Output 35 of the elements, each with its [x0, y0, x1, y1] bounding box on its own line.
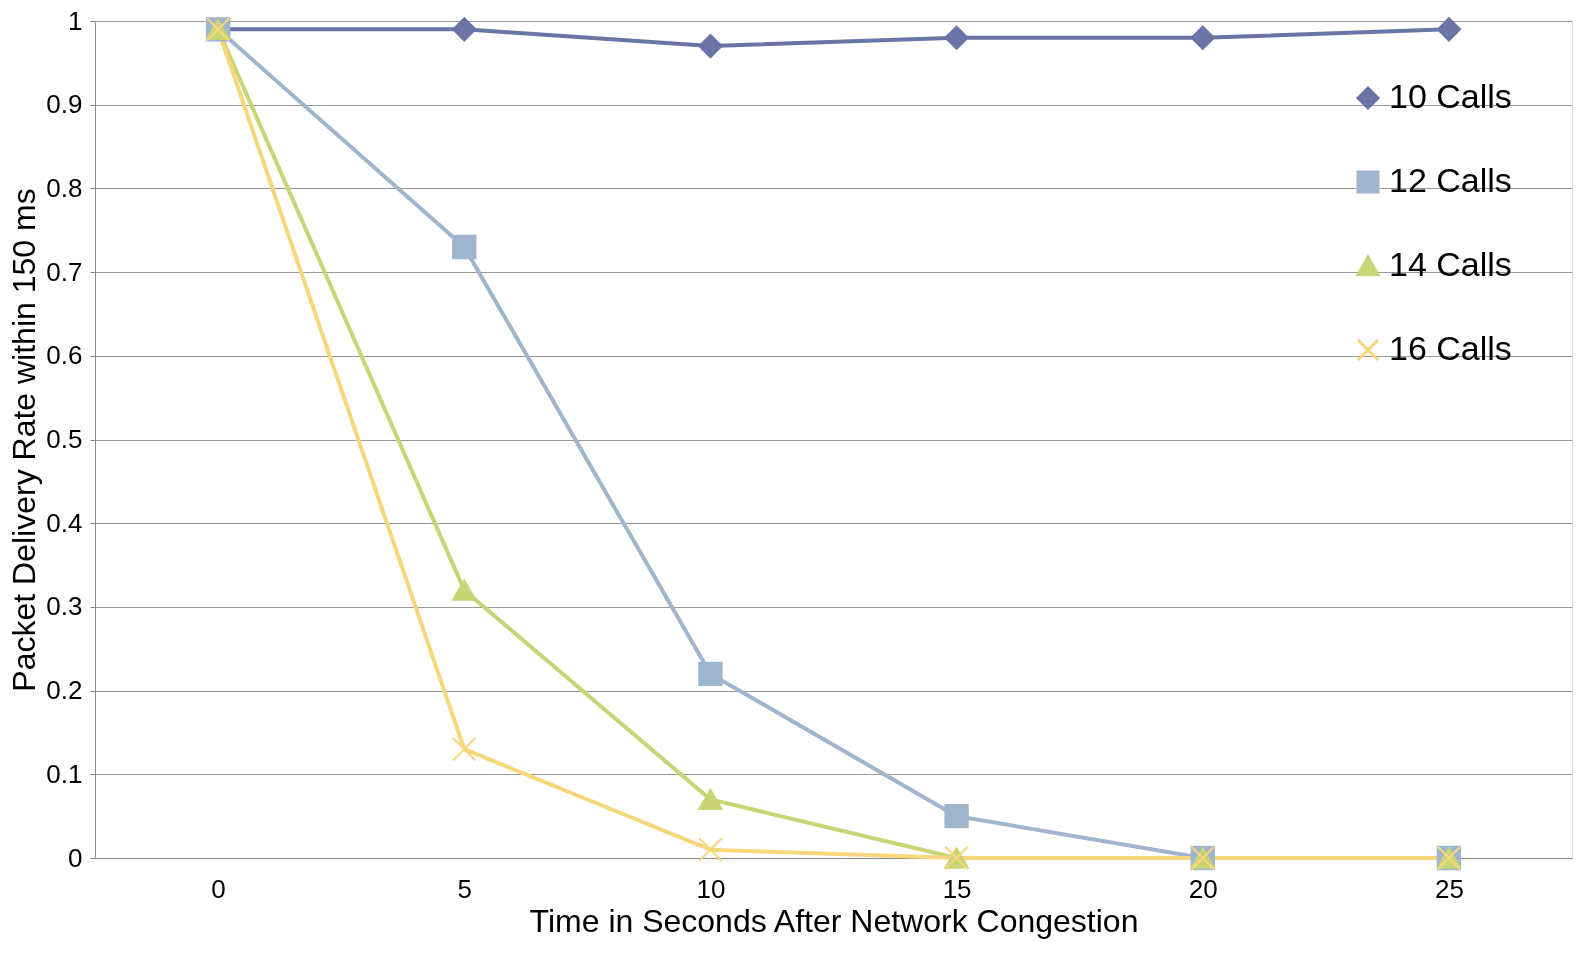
y-tick-label: 0 [68, 842, 83, 873]
x-tick-label: 25 [1434, 873, 1464, 904]
y-tick-label: 0.3 [46, 591, 83, 622]
point [698, 33, 723, 59]
legend-label: 16 Calls [1389, 329, 1512, 367]
point [452, 234, 477, 260]
point [452, 737, 477, 762]
y-tick-label: 0.9 [46, 89, 83, 120]
legend-label: 12 Calls [1389, 161, 1512, 199]
legend-label: 10 Calls [1389, 77, 1512, 115]
y-tick-label: 1 [68, 5, 83, 36]
y-tick-label: 0.2 [46, 675, 83, 706]
y-tick-label: 0.6 [46, 340, 83, 371]
x-tick-label: 10 [696, 873, 726, 904]
y-tick-label: 0.8 [46, 172, 83, 203]
y-tick-label: 0.4 [46, 507, 83, 538]
point [452, 579, 477, 601]
x-tick-label: 5 [457, 873, 472, 904]
point [944, 25, 969, 50]
y-axis-title: Packet Delivery Rate within 150 ms [6, 188, 43, 692]
point [698, 788, 723, 811]
y-tick-label: 0.1 [46, 758, 83, 789]
x-axis-title: Time in Seconds After Network Congestion [529, 902, 1139, 939]
point [452, 17, 477, 42]
x-tick-label: 0 [211, 873, 226, 904]
x-tick-label: 20 [1188, 873, 1218, 904]
point [1436, 17, 1462, 42]
point [698, 837, 723, 862]
point [1190, 25, 1215, 50]
y-tick-label: 0.5 [46, 424, 83, 454]
point [698, 661, 723, 687]
point [944, 803, 969, 829]
x-tick-label: 15 [942, 873, 972, 904]
legend-label: 14 Calls [1389, 245, 1512, 283]
y-tick-label: 0.7 [46, 256, 83, 287]
